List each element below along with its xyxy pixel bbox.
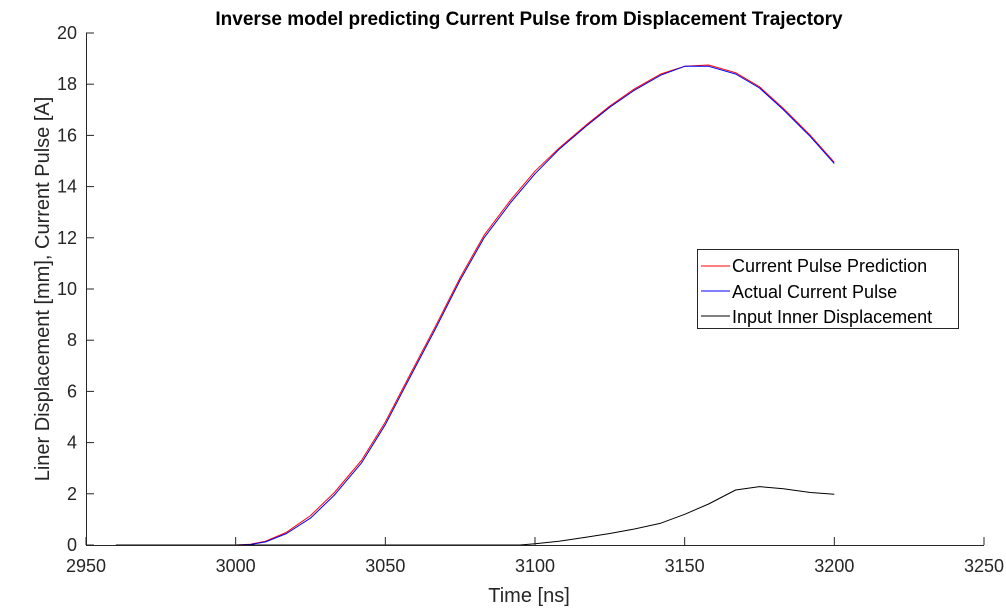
- y-tick-label: 14: [57, 177, 77, 197]
- y-tick-label: 16: [57, 125, 77, 145]
- y-axis-label: Liner Displacement [mm], Current Pulse […: [32, 97, 54, 482]
- legend-label-input-inner-displacement: Input Inner Displacement: [732, 307, 932, 327]
- x-tick-label: 3150: [665, 556, 705, 576]
- x-tick-label: 3050: [365, 556, 405, 576]
- legend-box: [697, 249, 959, 329]
- y-tick-label: 8: [67, 330, 77, 350]
- y-ticks: 0 2 4 6 8 10 12 14 16 18 20: [57, 23, 94, 555]
- y-tick-label: 4: [67, 433, 77, 453]
- y-tick-label: 20: [57, 23, 77, 43]
- x-tick-label: 3200: [814, 556, 854, 576]
- series-layer: [115, 64, 835, 546]
- x-axis-label: Time [ns]: [488, 585, 570, 607]
- series-line-input-inner-displacement: [115, 486, 835, 546]
- x-tick-label: 3000: [216, 556, 256, 576]
- series-line-actual-current-pulse: [115, 65, 835, 546]
- y-tick-label: 2: [67, 484, 77, 504]
- series-line-current-pulse-prediction: [115, 64, 835, 546]
- y-tick-label: 12: [57, 228, 77, 248]
- x-ticks: 2950 3000 3050 3100 3150 3200 3250: [66, 537, 1004, 576]
- legend-label-actual-current-pulse: Actual Current Pulse: [732, 282, 897, 302]
- x-tick-label: 3250: [964, 556, 1004, 576]
- y-tick-label: 0: [67, 535, 77, 555]
- y-tick-label: 18: [57, 74, 77, 94]
- y-tick-label: 10: [57, 279, 77, 299]
- x-tick-label: 3100: [515, 556, 555, 576]
- legend-label-current-pulse-prediction: Current Pulse Prediction: [732, 256, 927, 276]
- x-tick-label: 2950: [66, 556, 106, 576]
- chart-title: Inverse model predicting Current Pulse f…: [215, 9, 843, 30]
- legend: Current Pulse Prediction Actual Current …: [697, 249, 959, 329]
- y-tick-label: 6: [67, 381, 77, 401]
